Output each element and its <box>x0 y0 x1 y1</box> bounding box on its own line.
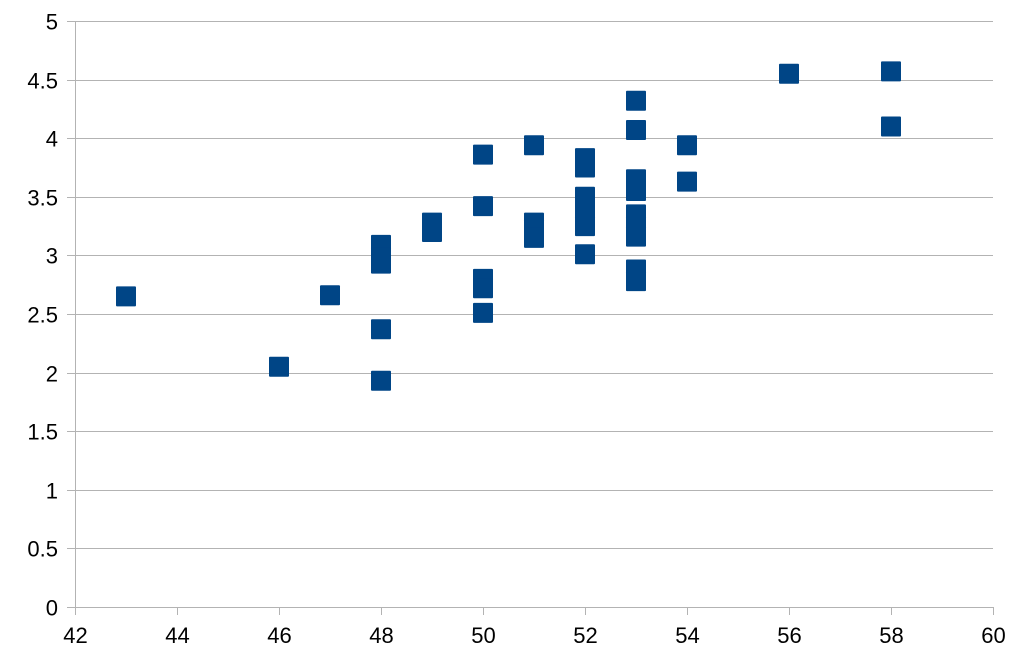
data-point <box>371 319 391 340</box>
data-point <box>575 244 595 265</box>
x-tick-label: 46 <box>267 623 291 648</box>
x-tick-label: 56 <box>777 623 801 648</box>
data-point <box>575 157 595 178</box>
y-tick-label: 4.5 <box>27 69 58 94</box>
data-point <box>269 356 289 377</box>
data-point <box>371 370 391 391</box>
data-point <box>575 216 595 237</box>
data-point <box>779 63 799 84</box>
data-point <box>626 180 646 201</box>
x-tick-label: 50 <box>471 623 495 648</box>
x-tick-label: 54 <box>675 623 699 648</box>
data-point <box>626 119 646 140</box>
y-tick-label: 3 <box>46 244 58 269</box>
y-tick-label: 2.5 <box>27 303 58 328</box>
x-tick-label: 42 <box>63 623 87 648</box>
data-point <box>473 278 493 299</box>
y-tick-label: 4 <box>46 127 58 152</box>
data-point <box>626 271 646 292</box>
x-tick-label: 44 <box>165 623 189 648</box>
axes <box>75 21 993 608</box>
data-point <box>320 285 340 306</box>
data-point <box>473 196 493 217</box>
data-point <box>881 61 901 82</box>
x-tick-label: 58 <box>879 623 903 648</box>
data-point <box>473 302 493 323</box>
y-axis-ticks: 0 0.5 1 1.5 2 2.5 3 3.5 4 4.5 5 <box>27 10 75 621</box>
data-point <box>626 226 646 247</box>
data-point <box>116 286 136 307</box>
gridlines <box>75 21 993 549</box>
y-tick-label: 3.5 <box>27 186 58 211</box>
y-tick-label: 1.5 <box>27 420 58 445</box>
y-tick-label: 0.5 <box>27 537 58 562</box>
data-point <box>371 253 391 274</box>
data-point <box>473 144 493 165</box>
data-point <box>881 116 901 137</box>
x-tick-label: 60 <box>981 623 1005 648</box>
y-tick-label: 2 <box>46 362 58 387</box>
y-tick-label: 1 <box>46 479 58 504</box>
y-tick-label: 5 <box>46 10 58 35</box>
y-tick-label: 0 <box>46 596 58 621</box>
data-point <box>677 171 697 192</box>
x-tick-label: 52 <box>573 623 597 648</box>
data-point <box>422 221 442 242</box>
data-points <box>116 61 901 391</box>
x-tick-label: 48 <box>369 623 393 648</box>
data-point <box>626 90 646 111</box>
data-point <box>677 135 697 156</box>
x-axis-ticks: 42 44 46 48 50 52 54 56 58 60 <box>63 607 1006 648</box>
data-point <box>575 198 595 219</box>
data-point <box>524 135 544 156</box>
data-point <box>524 227 544 248</box>
